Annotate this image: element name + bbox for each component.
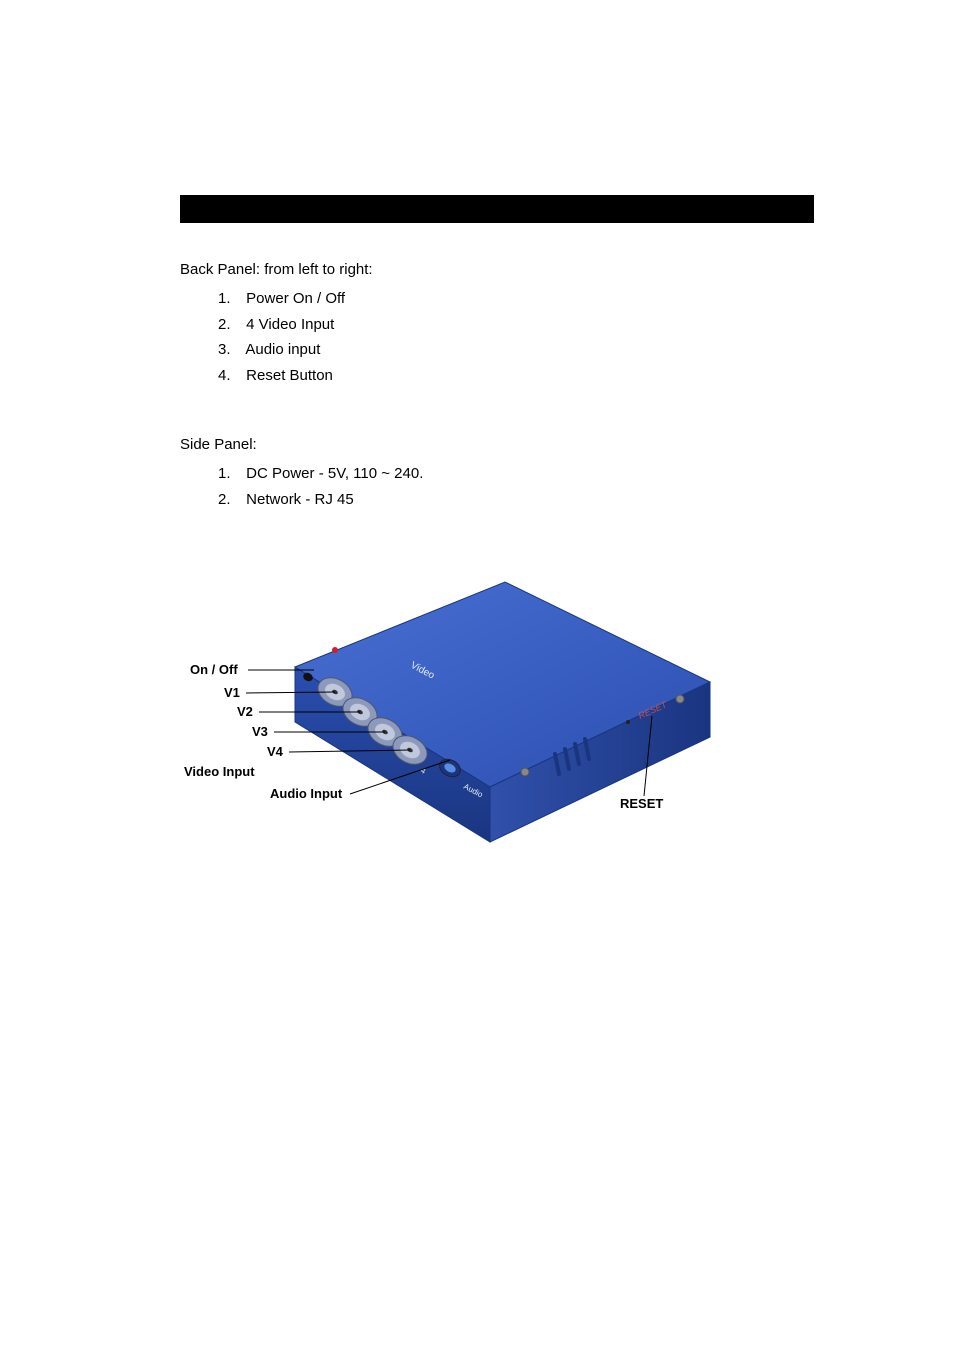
label-v2: V2 xyxy=(237,704,253,719)
side-panel-intro: Side Panel: xyxy=(180,436,814,453)
side-panel-list: 1. DC Power - 5V, 110 ~ 240. 2. Network … xyxy=(218,461,814,512)
list-item: 3. Audio input xyxy=(218,337,814,363)
list-text: 4 Video Input xyxy=(246,316,334,333)
list-text: DC Power - 5V, 110 ~ 240. xyxy=(246,465,423,482)
list-number: 1. xyxy=(218,286,242,312)
list-item: 1. DC Power - 5V, 110 ~ 240. xyxy=(218,461,814,487)
list-item: 2. 4 Video Input xyxy=(218,312,814,338)
list-number: 3. xyxy=(218,337,242,363)
list-number: 1. xyxy=(218,461,242,487)
device-diagram: Video1234AudioRESET On / Off V1 V2 V3 V4… xyxy=(180,572,730,892)
list-number: 4. xyxy=(218,363,242,389)
back-panel-list: 1. Power On / Off 2. 4 Video Input 3. Au… xyxy=(218,286,814,388)
label-video-input: Video Input xyxy=(184,764,255,779)
list-number: 2. xyxy=(218,487,242,513)
header-bar xyxy=(180,195,814,223)
list-text: Network - RJ 45 xyxy=(246,491,354,508)
list-item: 1. Power On / Off xyxy=(218,286,814,312)
label-audio-input: Audio Input xyxy=(270,786,342,801)
label-v3: V3 xyxy=(252,724,268,739)
list-number: 2. xyxy=(218,312,242,338)
label-v1: V1 xyxy=(224,685,240,700)
list-text: Audio input xyxy=(245,341,320,358)
label-on-off: On / Off xyxy=(190,662,238,677)
label-reset: RESET xyxy=(620,796,663,811)
back-panel-intro: Back Panel: from left to right: xyxy=(180,261,814,278)
list-item: 4. Reset Button xyxy=(218,363,814,389)
list-item: 2. Network - RJ 45 xyxy=(218,487,814,513)
list-text: Power On / Off xyxy=(246,290,345,307)
list-text: Reset Button xyxy=(246,367,333,384)
label-v4: V4 xyxy=(267,744,283,759)
